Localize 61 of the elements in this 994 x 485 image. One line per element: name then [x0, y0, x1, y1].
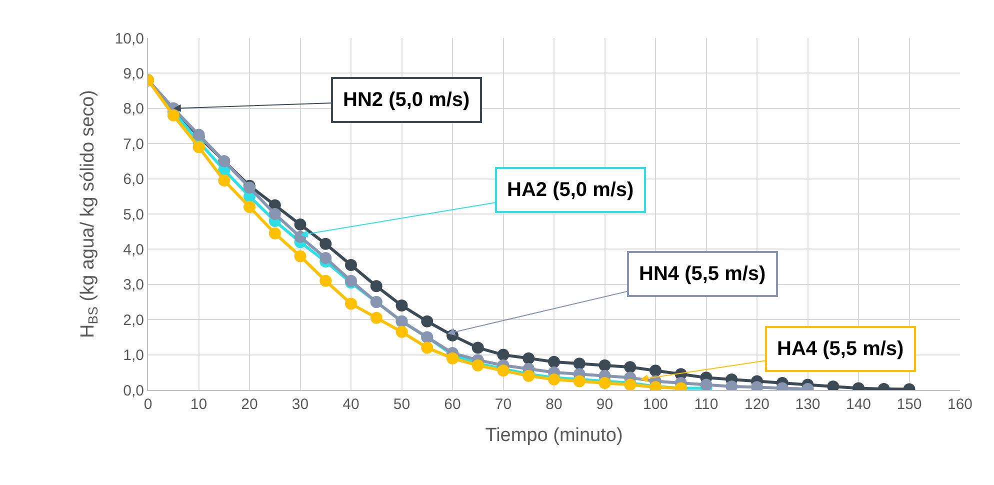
point: [370, 280, 382, 292]
x-tick-label: 110: [694, 396, 718, 413]
x-tick-label: 90: [596, 396, 614, 413]
point: [294, 218, 306, 231]
y-tick-label: 0,0: [123, 382, 144, 400]
x-tick-label: 70: [494, 396, 512, 413]
x-tick-label: 10: [190, 396, 208, 413]
point: [268, 227, 281, 240]
x-tick-label: 20: [241, 396, 258, 413]
point: [522, 352, 535, 364]
y-tick-label: 10,0: [114, 30, 144, 48]
point: [497, 348, 510, 361]
point: [218, 174, 230, 187]
x-tick-label: 30: [292, 396, 309, 413]
y-tick-label: 5,0: [123, 206, 144, 224]
point: [268, 208, 281, 220]
point: [320, 274, 332, 287]
point: [294, 250, 306, 262]
x-tick-label: 60: [444, 396, 461, 413]
x-tick-label: 120: [744, 396, 770, 413]
point: [345, 298, 357, 310]
annotation: HN4 (5,5 m/s): [639, 263, 766, 285]
point: [370, 312, 382, 324]
point: [446, 352, 458, 364]
point: [548, 356, 560, 368]
y-tick-label: 9,0: [123, 65, 144, 82]
annotation: HA4 (5,5 m/s): [777, 338, 904, 360]
y-tick-label: 4,0: [123, 241, 144, 258]
y-tick-label: 6,0: [123, 171, 144, 188]
y-tick-label: 1,0: [123, 347, 144, 364]
x-tick-label: 40: [342, 396, 360, 413]
point: [650, 364, 662, 377]
x-tick-label: 0: [144, 396, 152, 413]
x-tick-label: 150: [896, 396, 922, 413]
x-axis-title: Tiempo (minuto): [485, 424, 623, 446]
x-tick-label: 130: [795, 396, 820, 413]
x-tick-label: 80: [546, 396, 562, 413]
point: [598, 359, 611, 372]
point: [700, 378, 712, 390]
point: [421, 342, 434, 354]
point: [396, 326, 408, 338]
point: [573, 358, 586, 370]
point: [396, 300, 408, 312]
y-tick-label: 8,0: [123, 100, 144, 118]
point: [421, 315, 434, 328]
point: [624, 361, 636, 374]
x-tick-label: 50: [393, 396, 410, 413]
y-tick-label: 2,0: [123, 312, 144, 329]
point: [167, 109, 180, 122]
x-tick-label: 140: [846, 396, 872, 413]
annotation: HN2 (5,0 m/s): [343, 89, 470, 111]
point: [320, 238, 332, 250]
x-tick-label: 100: [642, 396, 668, 413]
point: [345, 259, 357, 272]
y-tick-label: 3,0: [123, 276, 144, 294]
point: [244, 200, 256, 213]
annotation: HA2 (5,0 m/s): [507, 179, 634, 201]
point: [472, 342, 484, 354]
x-tick-label: 160: [947, 396, 973, 413]
y-tick-label: 7,0: [123, 136, 144, 153]
point: [320, 252, 332, 264]
